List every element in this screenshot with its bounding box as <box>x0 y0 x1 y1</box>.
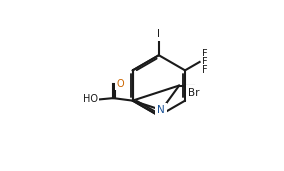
Text: F: F <box>202 64 207 75</box>
Text: F: F <box>202 49 207 59</box>
Text: HO: HO <box>83 94 98 104</box>
Text: I: I <box>157 29 160 39</box>
Text: Br: Br <box>188 88 199 97</box>
Text: F: F <box>202 57 207 67</box>
Text: O: O <box>116 79 124 89</box>
Text: N: N <box>157 105 164 115</box>
